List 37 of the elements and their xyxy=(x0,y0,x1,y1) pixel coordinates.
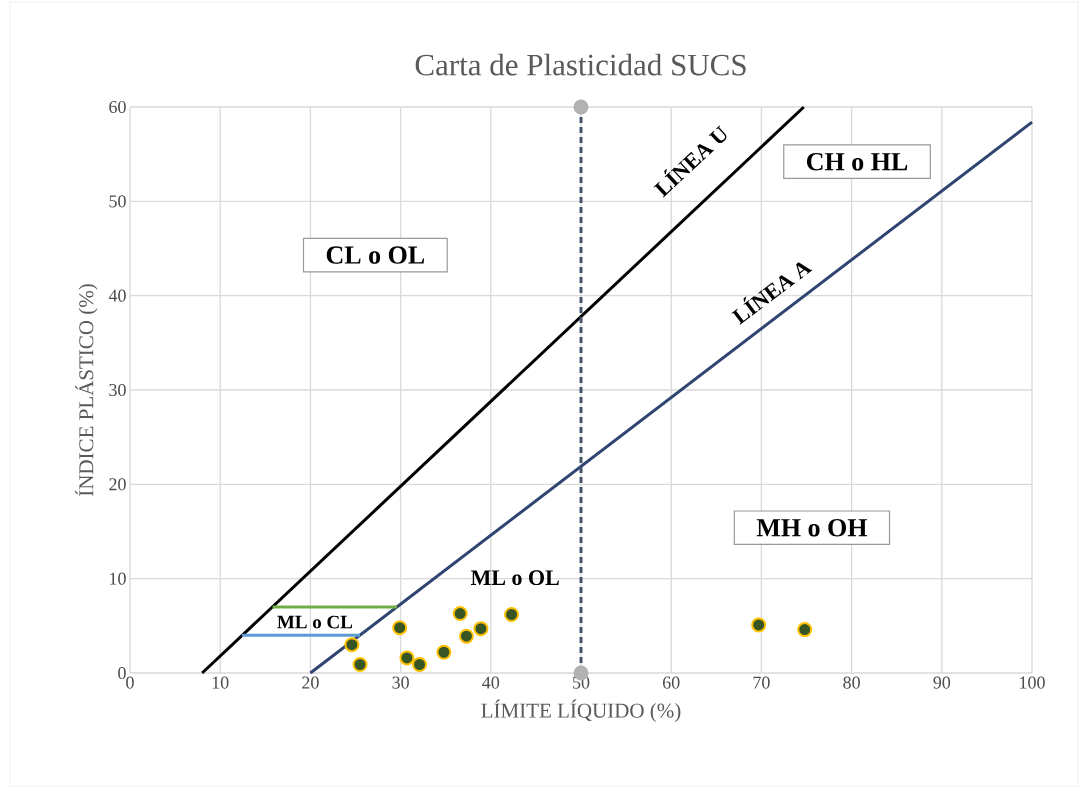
y-tick-label: 60 xyxy=(109,100,126,114)
x-tick-label: 20 xyxy=(302,676,319,689)
x-axis-title: LÍMITE LÍQUIDO (%) xyxy=(481,699,681,722)
y-tick-label: 0 xyxy=(118,666,126,680)
y-tick-label: 20 xyxy=(109,478,126,491)
x-tick-label: 80 xyxy=(843,676,860,689)
annotation: ML o CL xyxy=(277,615,353,629)
y-tick-label: 50 xyxy=(109,195,126,208)
point xyxy=(751,617,767,633)
x-tick-label: 40 xyxy=(482,676,500,689)
annotation: CL o OL xyxy=(326,246,425,264)
point xyxy=(473,621,489,637)
x-tick-label: 10 xyxy=(212,676,229,689)
point xyxy=(392,620,408,636)
point xyxy=(504,607,520,623)
point xyxy=(452,606,468,622)
x-tick-label: 70 xyxy=(753,676,770,689)
x-tick-label: 90 xyxy=(933,676,951,689)
point xyxy=(344,637,360,653)
point xyxy=(797,622,813,638)
x-tick-label: 100 xyxy=(1020,676,1045,689)
x-tick-label: 30 xyxy=(392,676,409,689)
annotation: MH o OH xyxy=(756,518,868,537)
chart-title: Carta de Plasticidad SUCS xyxy=(415,53,746,76)
annotation: CH o HL xyxy=(807,152,908,171)
y-axis-title: ÍNDICE PLÁSTICO (%) xyxy=(75,284,98,496)
y-tick-label: 10 xyxy=(110,572,126,585)
point xyxy=(352,657,368,673)
point xyxy=(399,650,415,666)
point xyxy=(458,628,474,644)
point xyxy=(436,644,452,660)
point xyxy=(412,657,428,673)
x-tick-label: 0 xyxy=(126,676,134,689)
annotation: ML o OL xyxy=(470,570,559,586)
y-tick-label: 40 xyxy=(108,289,126,302)
x-tick-label: 60 xyxy=(662,676,680,689)
y-tick-label: 30 xyxy=(109,383,126,397)
